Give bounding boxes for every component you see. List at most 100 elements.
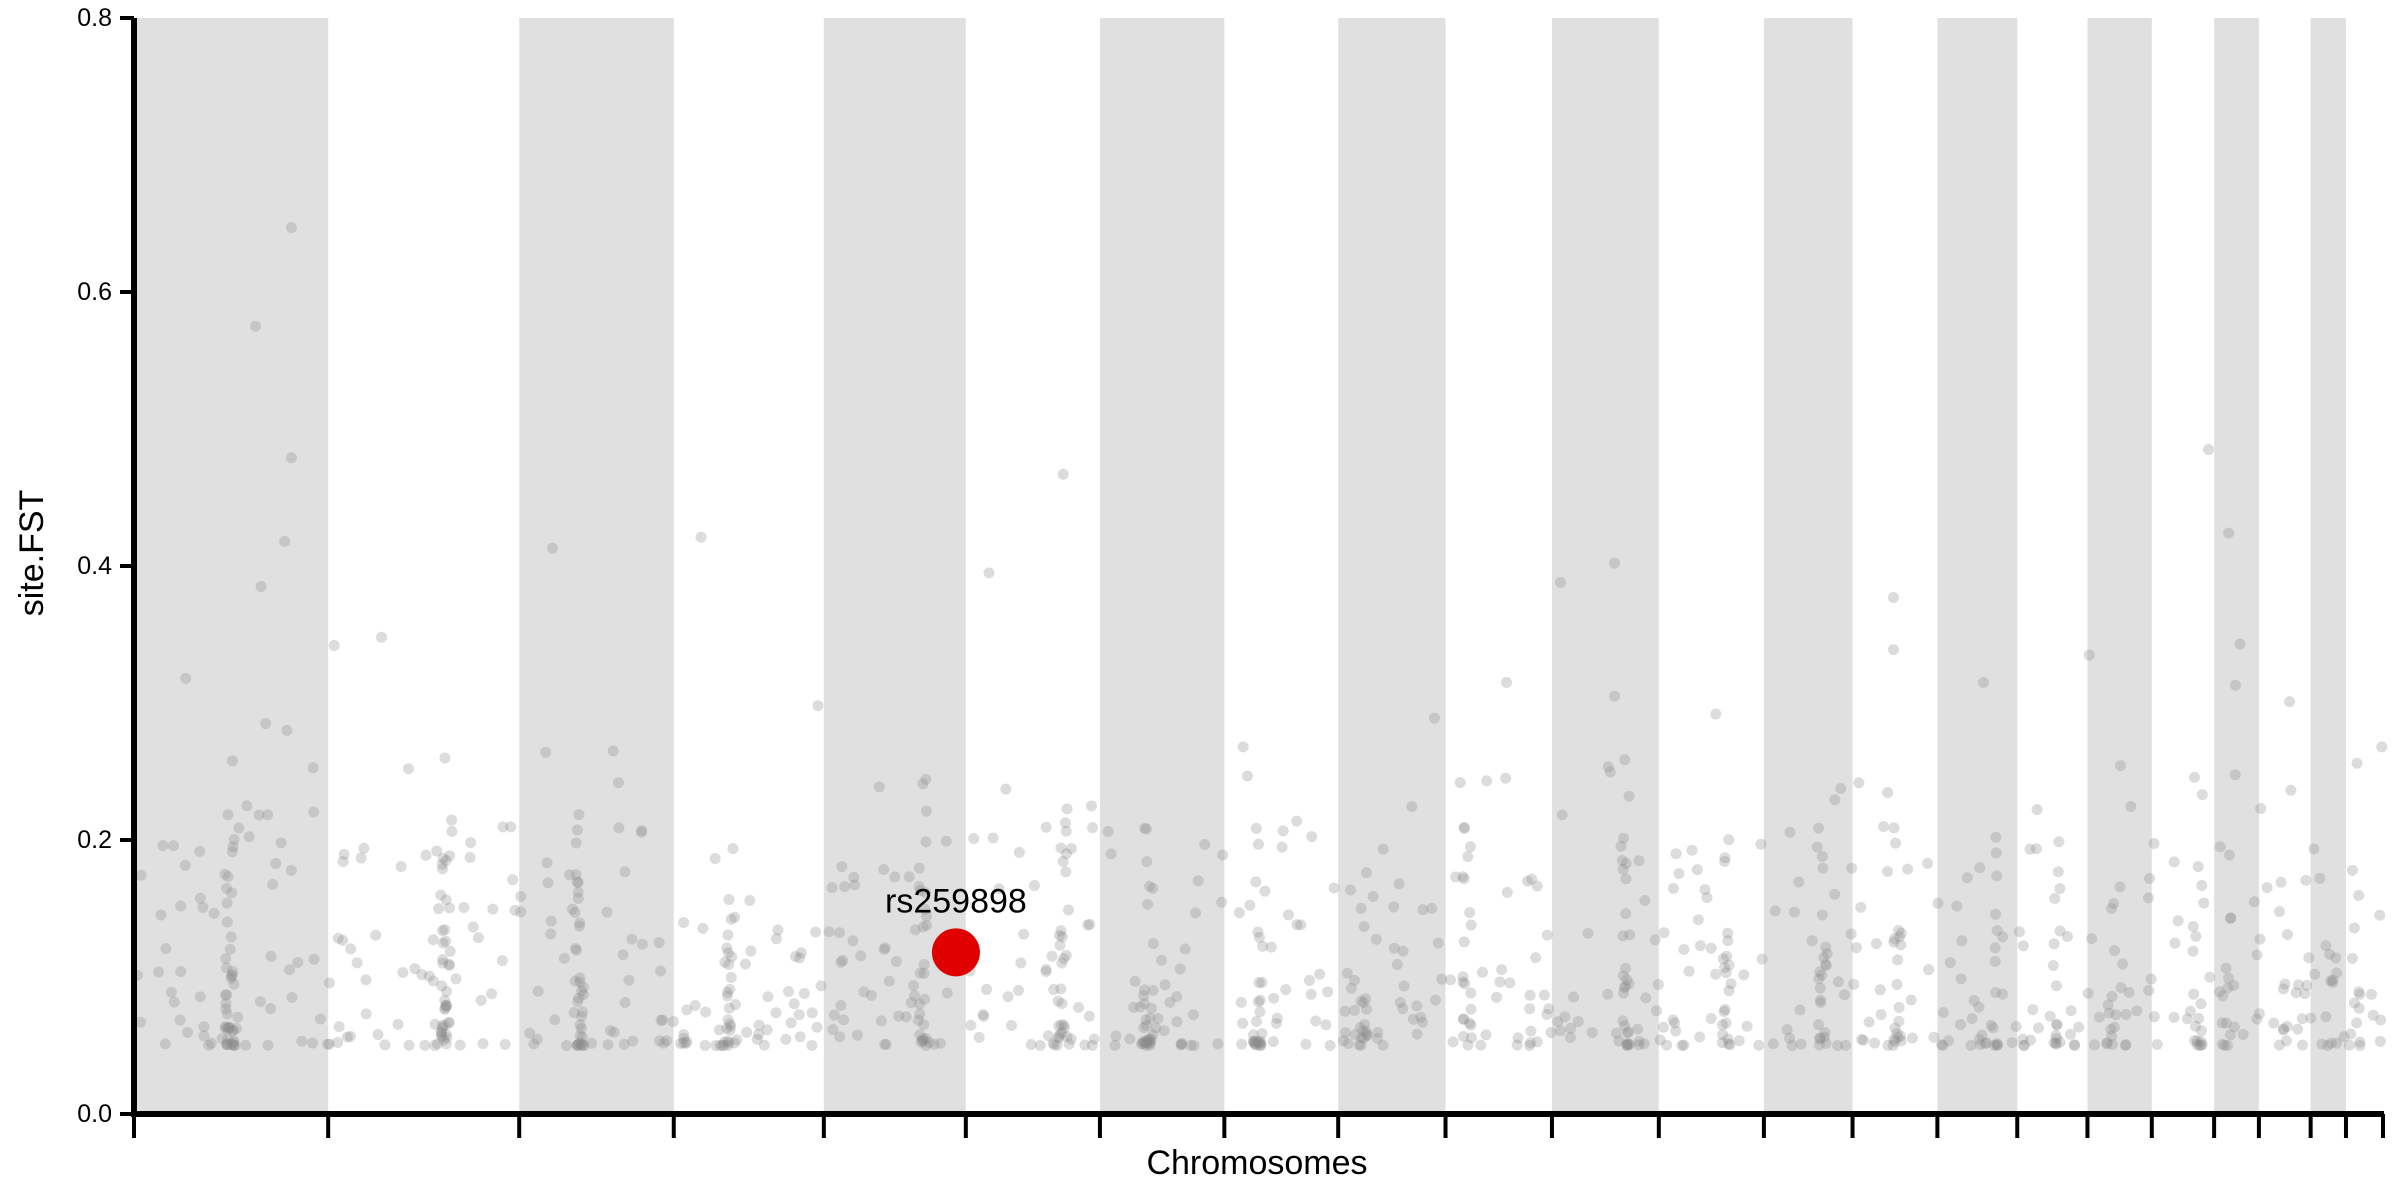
snp-point-390 bbox=[889, 871, 901, 883]
snp-point-644 bbox=[1481, 775, 1493, 787]
snp-point-929 bbox=[2051, 1019, 2063, 1031]
snp-point-743 bbox=[1617, 1015, 1629, 1027]
snp-point-793 bbox=[1667, 1014, 1679, 1026]
snp-point-988 bbox=[2190, 1020, 2202, 1032]
snp-point-926 bbox=[2064, 1028, 2076, 1040]
snp-point-458 bbox=[1013, 984, 1025, 996]
snp-point-453 bbox=[1015, 957, 1027, 969]
snp-point-430 bbox=[1040, 821, 1052, 833]
snp-point-614 bbox=[1397, 1003, 1409, 1015]
snp-point-817 bbox=[1820, 960, 1832, 972]
snp-point-405 bbox=[883, 975, 895, 987]
snp-point-414 bbox=[1058, 953, 1070, 965]
snp-point-981 bbox=[2106, 990, 2118, 1002]
snp-point-751 bbox=[1756, 953, 1768, 965]
snp-point-611 bbox=[1349, 974, 1361, 986]
snp-point-512 bbox=[1140, 1039, 1152, 1051]
snp-point-797 bbox=[1814, 982, 1826, 994]
snp-point-33 bbox=[221, 1038, 233, 1050]
snp-point-510 bbox=[1138, 998, 1150, 1010]
snp-point-278 bbox=[794, 952, 806, 964]
snp-point-909 bbox=[1991, 1037, 2003, 1049]
snp-point-146 bbox=[372, 1029, 384, 1041]
snp-point-504 bbox=[1147, 937, 1159, 949]
snp-point-553 bbox=[1247, 1029, 1259, 1041]
snp-point-1065 bbox=[2330, 1037, 2342, 1049]
highlight-point[interactable] bbox=[931, 928, 980, 977]
snp-point-201 bbox=[612, 777, 624, 789]
snp-point-1004 bbox=[2196, 879, 2208, 891]
snp-point-752 bbox=[1717, 1029, 1729, 1041]
snp-point-62 bbox=[308, 806, 320, 818]
snp-point-157 bbox=[443, 1016, 455, 1028]
snp-outlier-12 bbox=[547, 542, 558, 554]
snp-point-720 bbox=[1616, 855, 1628, 867]
snp-point-599 bbox=[1394, 996, 1406, 1008]
snp-point-1029 bbox=[2217, 990, 2229, 1002]
snp-point-955 bbox=[2120, 1039, 2132, 1051]
snp-outlier-5 bbox=[286, 452, 297, 464]
snp-point-280 bbox=[716, 1039, 728, 1051]
snp-point-375 bbox=[834, 1031, 846, 1043]
snp-point-648 bbox=[1524, 1003, 1536, 1015]
snp-point-880 bbox=[2006, 1037, 2018, 1049]
snp-point-257 bbox=[549, 1014, 561, 1026]
snp-point-514 bbox=[1158, 1025, 1170, 1037]
snp-point-44 bbox=[230, 1022, 242, 1034]
snp-point-892 bbox=[1937, 1039, 1949, 1051]
snp-outlier-30 bbox=[2203, 444, 2214, 456]
snp-point-312 bbox=[721, 942, 733, 954]
snp-point-788 bbox=[1694, 1031, 1706, 1043]
snp-point-896 bbox=[1974, 1039, 1986, 1051]
snp-point-223 bbox=[578, 1039, 590, 1051]
snp-point-145 bbox=[496, 955, 508, 967]
snp-point-200 bbox=[653, 1035, 665, 1047]
snp-point-1093 bbox=[2354, 1036, 2366, 1048]
snp-outlier-20 bbox=[1429, 712, 1440, 724]
snp-point-1041 bbox=[2296, 1013, 2308, 1025]
snp-point-110 bbox=[440, 1038, 452, 1050]
snp-point-552 bbox=[1306, 831, 1318, 843]
snp-point-344 bbox=[879, 942, 891, 954]
snp-point-941 bbox=[2019, 1039, 2031, 1051]
snp-point-432 bbox=[1053, 1032, 1065, 1044]
snp-point-828 bbox=[1813, 1039, 1825, 1051]
chromosome-band-15 bbox=[1937, 18, 2018, 1114]
snp-point-154 bbox=[437, 852, 449, 864]
snp-point-308 bbox=[700, 1006, 712, 1018]
snp-point-675 bbox=[1512, 1032, 1524, 1044]
snp-point-476 bbox=[1129, 975, 1141, 987]
snp-point-619 bbox=[1388, 942, 1400, 954]
snp-point-550 bbox=[1247, 1035, 1259, 1047]
snp-point-95 bbox=[403, 1039, 415, 1051]
snp-point-60 bbox=[220, 962, 232, 974]
snp-point-92 bbox=[270, 857, 282, 869]
snp-point-1059 bbox=[2279, 978, 2291, 990]
snp-point-9 bbox=[153, 966, 165, 978]
snp-point-787 bbox=[1692, 914, 1704, 926]
snp-point-873 bbox=[1863, 1016, 1875, 1028]
snp-point-51 bbox=[275, 837, 287, 849]
x-axis-title: Chromosomes bbox=[1146, 1144, 1367, 1182]
snp-point-209 bbox=[619, 866, 631, 878]
snp-point-537 bbox=[1251, 1039, 1263, 1051]
snp-point-484 bbox=[1185, 1039, 1197, 1051]
snp-point-109 bbox=[427, 975, 439, 987]
snp-point-282 bbox=[815, 980, 827, 992]
snp-point-126 bbox=[351, 957, 363, 969]
snp-point-1094 bbox=[2348, 922, 2360, 934]
snp-point-1077 bbox=[2327, 976, 2339, 988]
snp-point-355 bbox=[873, 781, 885, 793]
snp-point-133 bbox=[454, 1039, 466, 1051]
snp-point-114 bbox=[323, 977, 335, 989]
snp-point-902 bbox=[1932, 897, 1944, 909]
snp-point-899 bbox=[1976, 1029, 1988, 1041]
snp-point-98 bbox=[441, 985, 453, 997]
snp-point-1075 bbox=[2320, 940, 2332, 952]
snp-point-522 bbox=[1216, 896, 1228, 908]
snp-point-773 bbox=[1670, 848, 1682, 860]
snp-point-366 bbox=[909, 990, 921, 1002]
snp-point-358 bbox=[837, 954, 849, 966]
snp-point-850 bbox=[1888, 933, 1900, 945]
snp-outlier-24 bbox=[1609, 690, 1620, 702]
